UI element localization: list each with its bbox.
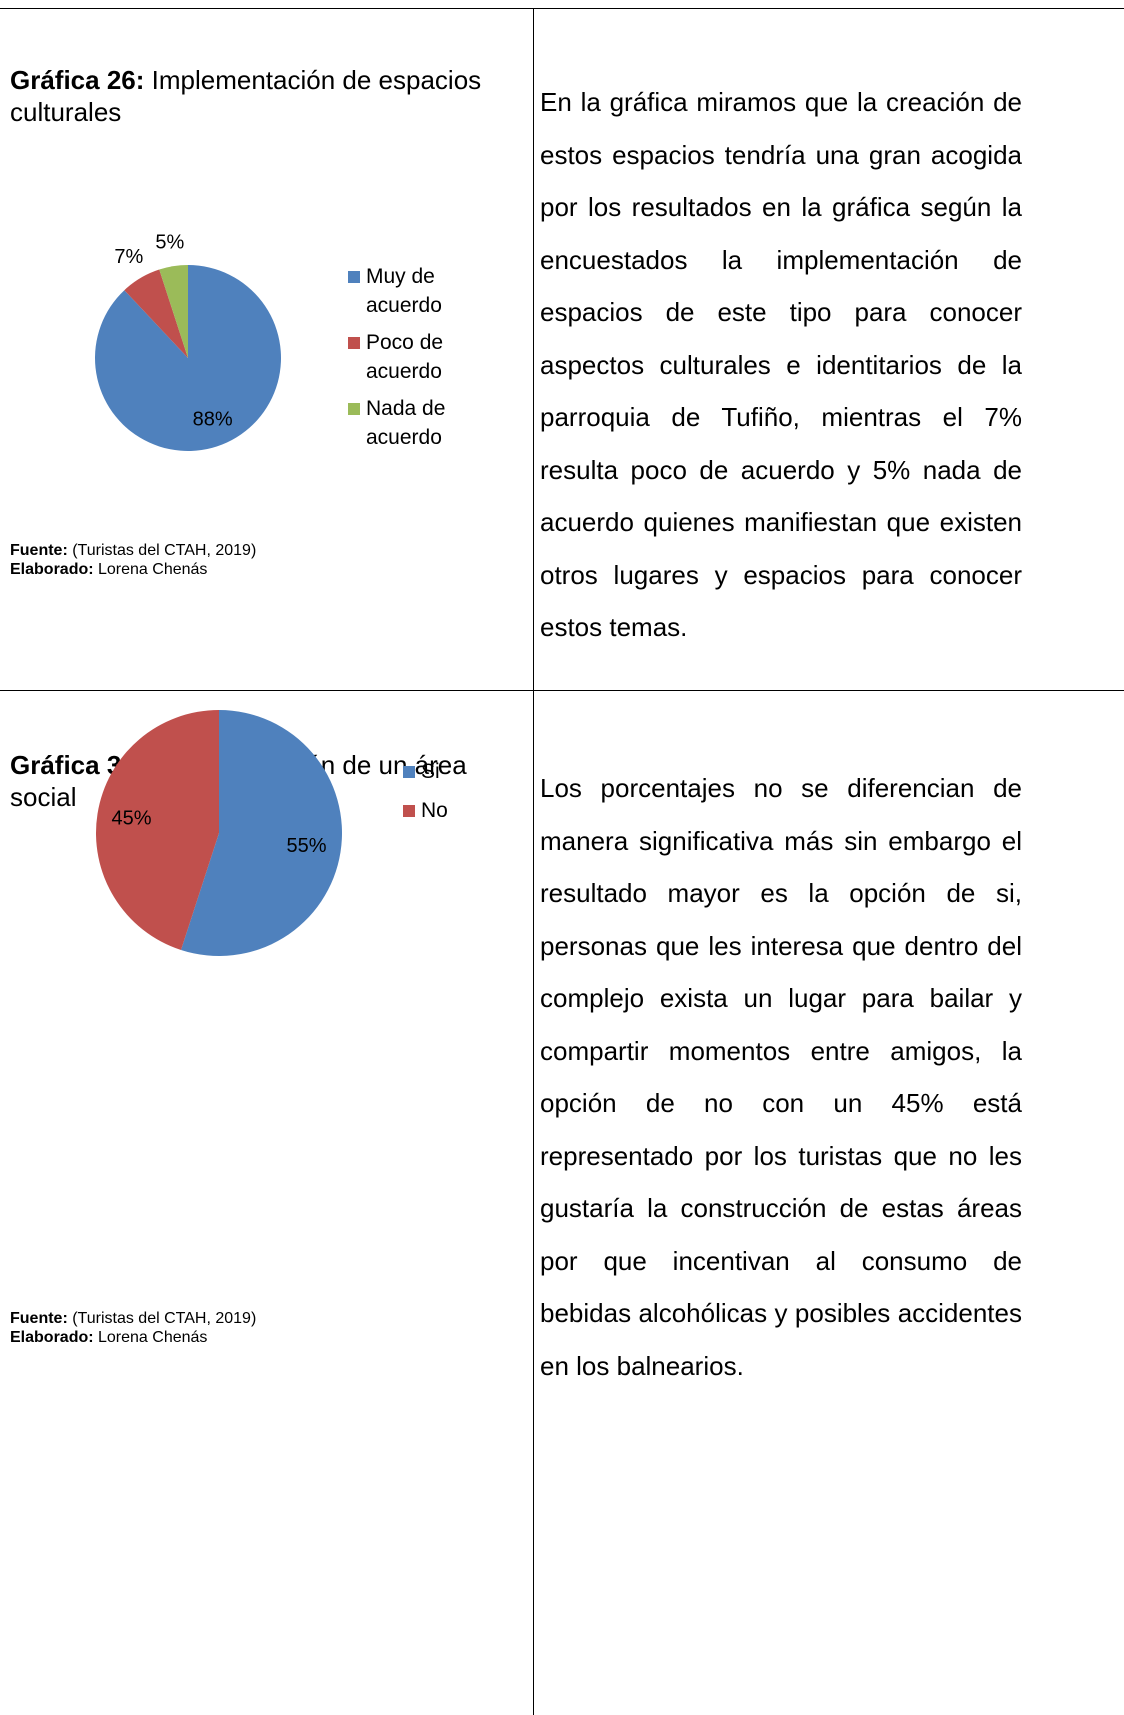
caption: Gráfica 26: Implementación de espacios c…: [10, 64, 490, 128]
legend-label: No: [421, 799, 448, 822]
legend-label: Poco de acuerdo: [366, 331, 444, 383]
data-label: 88%: [193, 409, 233, 431]
data-label: 45%: [112, 807, 152, 829]
pie-slice: [95, 710, 219, 950]
table-border: [533, 8, 534, 1715]
caption-text: Implementación de espacios culturales: [10, 65, 482, 127]
legend-item: No: [403, 796, 483, 825]
paragraph: En la gráfica miramos que la creación de…: [540, 87, 1022, 642]
source: Fuente: (Turistas del CTAH, 2019) Elabora…: [10, 1309, 256, 1347]
legend-swatch: [348, 271, 360, 283]
pie-slice: [159, 265, 188, 358]
source-label: Fuente:: [10, 1310, 68, 1327]
author-label: Elaborado:: [10, 561, 94, 578]
legend: Si No: [403, 757, 483, 835]
legend-label: Nada de acuerdo: [366, 397, 446, 449]
table-border: [0, 690, 1124, 691]
legend-item: Nada de acuerdo: [348, 394, 458, 452]
author-text: Lorena Chenás: [93, 1329, 208, 1346]
table-border: [0, 8, 1124, 9]
legend-label: Si: [421, 760, 440, 783]
legend: Muy de acuerdo Poco de acuerdo Nada de acu…: [348, 262, 458, 460]
legend-item: Poco de acuerdo: [348, 328, 458, 386]
pie-slice: [180, 710, 342, 956]
data-label: 5%: [155, 231, 184, 253]
legend-item: Muy de acuerdo: [348, 262, 458, 320]
paragraph: Los porcentajes no se diferencian de man…: [540, 773, 1022, 1381]
caption-label: Gráfica 26:: [10, 65, 145, 95]
legend-label: Muy de acuerdo: [366, 265, 442, 317]
legend-swatch: [403, 805, 415, 817]
source: Fuente: (Turistas del CTAH, 2019) Elabora…: [10, 541, 256, 579]
legend-item: Si: [403, 757, 483, 786]
legend-swatch: [403, 766, 415, 778]
pie-chart: 88% 7% 5%: [95, 231, 282, 451]
source-text: (Turistas del CTAH, 2019): [67, 1310, 257, 1327]
pie-slice: [95, 265, 282, 451]
source-text: (Turistas del CTAH, 2019): [67, 542, 257, 559]
legend-swatch: [348, 337, 360, 349]
source-label: Fuente:: [10, 542, 68, 559]
pie-slice: [124, 269, 188, 358]
author-text: Lorena Chenás: [93, 561, 208, 578]
author-label: Elaborado:: [10, 1329, 94, 1346]
data-label: 7%: [114, 246, 143, 268]
data-label: 55%: [286, 835, 326, 857]
pie-chart: 55% 45%: [95, 710, 342, 956]
legend-swatch: [348, 403, 360, 415]
